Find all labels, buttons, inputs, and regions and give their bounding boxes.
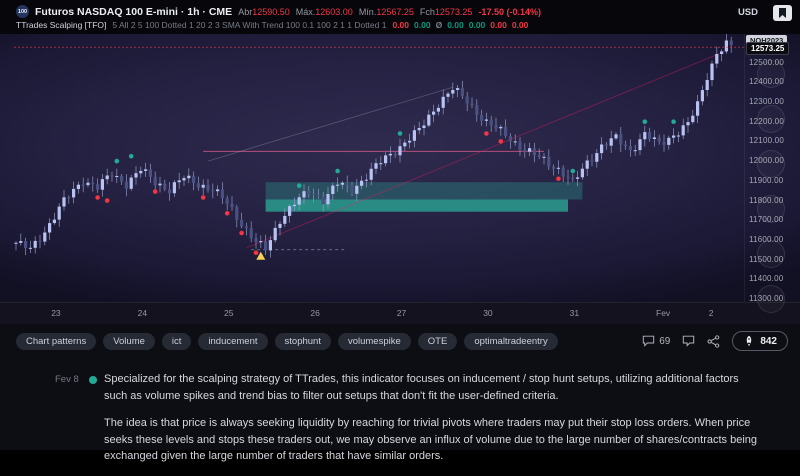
price-axis-label: 11600.00 — [749, 234, 784, 244]
ohlc-item: Máx.12603.00 — [295, 6, 353, 17]
indicator-value: 0.00 — [392, 20, 410, 30]
price-axis-label: 11900.00 — [749, 175, 784, 185]
idea-paragraph: Specialized for the scalping strategy of… — [104, 373, 739, 402]
indicator-value: 0.00 — [414, 20, 431, 30]
tag-pill[interactable]: ict — [161, 332, 192, 350]
bookmark-glyph — [779, 8, 786, 18]
tag-pill[interactable]: inducement — [198, 332, 268, 350]
change-value: -17.50 (-0.14%) — [478, 6, 541, 17]
ohlc-item: Abr12590.50 — [238, 6, 290, 17]
symbol-logo-icon: 100 — [16, 5, 29, 18]
candlestick-chart[interactable] — [0, 34, 745, 302]
tags-row: Chart patterns Volume ict inducement stophun… — [16, 331, 788, 351]
time-axis-label: 30 — [483, 308, 493, 318]
comments-button[interactable]: 69 — [642, 335, 670, 347]
indicator-name[interactable]: TTrades Scalping [TFO] — [16, 20, 107, 30]
indicator-values: 0.00 0.00 Ø 0.00 0.00 0.00 0.00 — [392, 20, 528, 30]
time-axis[interactable]: 23 24 25 26 27 30 31 Fev 2 — [0, 302, 800, 325]
time-axis-label: Fev — [656, 308, 671, 318]
engagement-actions: 69 — [642, 331, 788, 351]
tag-pill[interactable]: OTE — [417, 332, 458, 350]
tag-pill[interactable]: volumespike — [337, 332, 411, 350]
tag-pill[interactable]: optimaltradeentry — [464, 332, 558, 350]
idea-date: Fev 8 — [55, 374, 79, 385]
side-circle-button[interactable] — [757, 240, 785, 268]
speech-bubble-icon — [683, 335, 695, 347]
last-price-badge: 12573.25 — [746, 42, 790, 56]
share-button[interactable] — [707, 334, 720, 348]
indicator-row: TTrades Scalping [TFO] 5 All 2 5 100 Dot… — [16, 20, 528, 30]
price-axis-label: 11400.00 — [749, 274, 784, 284]
currency-button[interactable]: USD — [737, 7, 758, 18]
idea-panel: Chart patterns Volume ict inducement stophun… — [0, 324, 800, 462]
timeline-dot-icon — [89, 376, 97, 384]
symbol-row: 100 Futuros NASDAQ 100 E-mini · 1h · CME… — [16, 5, 541, 18]
indicator-value: 0.00 — [490, 20, 507, 30]
time-axis-label: 24 — [137, 308, 148, 318]
side-circle-button[interactable] — [757, 285, 785, 313]
bookmark-icon[interactable] — [773, 5, 792, 21]
comment-icon — [643, 335, 655, 347]
time-axis-label: 23 — [51, 308, 61, 318]
price-axis-label: 12300.00 — [749, 97, 784, 106]
indicator-params: 5 All 2 5 100 Dotted 1 20 2 3 SMA With T… — [112, 20, 387, 30]
tag-list: Chart patterns Volume ict inducement stophun… — [16, 332, 642, 350]
ohlc-item: Fch12573.25 — [419, 6, 473, 17]
side-circle-button[interactable] — [757, 195, 785, 223]
tag-pill[interactable]: Chart patterns — [16, 332, 97, 350]
ohlc-item: Mín.12567.25 — [358, 6, 414, 17]
share-icon — [707, 334, 720, 348]
chart-header: 100 Futuros NASDAQ 100 E-mini · 1h · CME… — [0, 0, 800, 34]
side-circle-button[interactable] — [757, 60, 785, 88]
symbol-title[interactable]: Futuros NASDAQ 100 E-mini · 1h · CME — [35, 5, 233, 18]
price-axis-label: 12100.00 — [749, 136, 784, 146]
rocket-icon — [747, 335, 752, 347]
tradingview-idea-page: 100 Futuros NASDAQ 100 E-mini · 1h · CME… — [0, 0, 800, 462]
comment-count: 69 — [659, 335, 671, 347]
tag-pill[interactable]: Volume — [103, 332, 155, 350]
indicator-value: 0.00 — [447, 20, 464, 30]
side-circle-button[interactable] — [757, 105, 785, 133]
indicator-value: 0.00 — [511, 20, 529, 30]
boost-count: 842 — [760, 335, 777, 347]
boost-button[interactable]: 842 — [732, 331, 788, 351]
idea-paragraph: The idea is that price is always seeking… — [104, 417, 758, 462]
idea-description: Specialized for the scalping strategy of… — [104, 371, 764, 476]
chart-area[interactable]: 12600.0012500.0012400.0012300.0012200.00… — [0, 34, 800, 313]
indicator-value: Ø — [435, 20, 443, 30]
time-axis-label: 26 — [310, 308, 320, 318]
feedback-button[interactable] — [682, 335, 695, 347]
indicator-value: 0.00 — [468, 20, 486, 30]
ohlc-values: Abr12590.50 Máx.12603.00 Mín.12567.25 Fch12… — [238, 7, 472, 17]
time-axis-label: 2 — [708, 308, 714, 318]
side-circle-button[interactable] — [757, 150, 785, 178]
tag-pill[interactable]: stophunt — [274, 332, 331, 350]
time-axis-label: 31 — [569, 308, 580, 318]
contract-badge: NQH2023 — [746, 35, 788, 47]
time-axis-label: 25 — [224, 308, 234, 318]
time-axis-label: 27 — [396, 308, 407, 318]
